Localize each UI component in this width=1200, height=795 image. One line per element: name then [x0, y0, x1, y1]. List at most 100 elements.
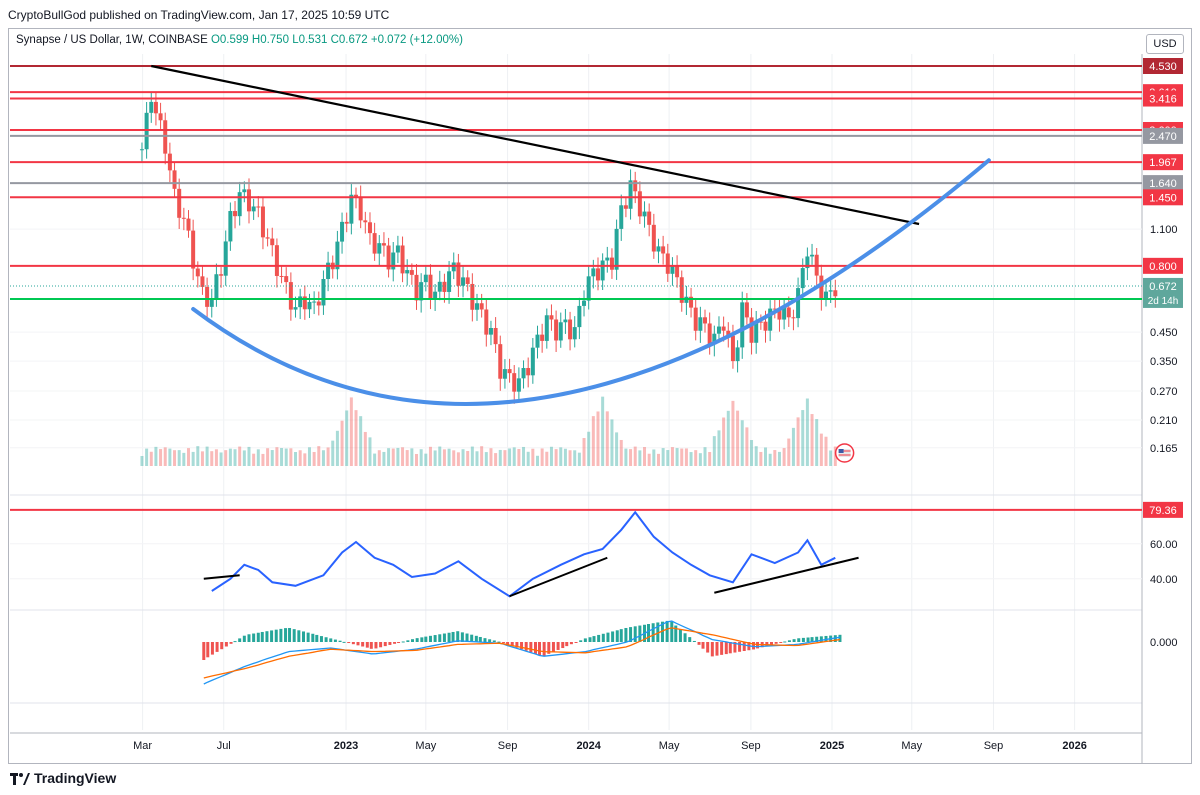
macd-hist-bar — [420, 637, 424, 642]
volume-bar — [717, 430, 721, 466]
candle — [340, 212, 345, 254]
candles — [139, 92, 838, 404]
volume-bar — [387, 448, 391, 466]
candle-body — [312, 301, 317, 303]
macd-hist-bar — [601, 633, 605, 642]
volume-bar — [261, 453, 265, 466]
macd-hist-bar — [397, 642, 401, 643]
macd-hist-bar — [433, 635, 437, 642]
macd-hist-bar — [329, 638, 333, 642]
candle — [554, 310, 559, 352]
volume-bar — [354, 410, 358, 466]
volume-bar — [238, 446, 242, 466]
candle-body — [405, 270, 410, 274]
candle — [288, 272, 293, 321]
volume-bar — [522, 446, 526, 466]
macd-hist-bar — [356, 642, 360, 646]
candle — [768, 300, 773, 342]
x-tick-label: Sep — [984, 740, 1004, 752]
candle-body — [679, 277, 684, 303]
level-label-box — [1143, 90, 1183, 107]
candle — [623, 198, 628, 218]
candle-body — [591, 268, 596, 277]
candle — [251, 198, 256, 220]
volume-bar — [363, 431, 367, 466]
candle-body — [461, 277, 466, 286]
level-label-box — [1143, 175, 1183, 192]
macd-hist-bar — [442, 633, 446, 642]
candle — [670, 257, 675, 286]
volume-bar — [615, 432, 619, 466]
candle — [172, 162, 177, 197]
macd-hist-bar — [615, 630, 619, 642]
candle-body — [246, 189, 251, 212]
candle — [824, 282, 828, 307]
volume-bar — [801, 410, 805, 466]
candle-body — [242, 189, 247, 193]
candle-body — [540, 334, 545, 341]
macd-hist-bar — [756, 642, 760, 649]
volume-bar — [773, 450, 777, 466]
macd-hist-bar — [369, 642, 373, 649]
candle — [191, 219, 196, 281]
macd-hist-bar — [247, 634, 251, 642]
volume-bar — [428, 446, 432, 466]
candle-body — [219, 274, 224, 276]
candle-body — [205, 286, 210, 307]
candle-body — [516, 378, 521, 392]
chart-frame — [8, 28, 1192, 764]
macd-hist-bar — [438, 634, 442, 642]
macd-hist-bar — [338, 640, 342, 642]
candle — [600, 253, 605, 291]
macd-hist-bar — [383, 642, 387, 647]
volume-bar — [289, 448, 293, 466]
candle — [833, 279, 838, 308]
bar-countdown-label: 2d 14h — [1148, 296, 1179, 307]
candle-body — [237, 192, 242, 217]
candle — [586, 266, 591, 310]
candle-body — [586, 276, 591, 301]
macd-hist-bar — [233, 641, 237, 643]
candle — [642, 201, 647, 228]
candle — [246, 178, 251, 224]
macd-hist-bar — [542, 642, 546, 656]
price-tick-label: 0.270 — [1150, 386, 1178, 398]
candle-body — [642, 211, 647, 217]
macd-hist-bar — [583, 638, 587, 642]
candle-body — [712, 333, 717, 345]
volume-bar — [624, 448, 628, 466]
candle — [312, 291, 317, 315]
candle-body — [153, 101, 158, 114]
candle-body — [423, 274, 428, 283]
candle-body — [475, 303, 479, 310]
candle-body — [200, 276, 205, 287]
volume-bar — [638, 450, 642, 466]
volume-bar — [722, 417, 726, 466]
candle-body — [689, 296, 694, 308]
volume-bar — [731, 400, 735, 466]
x-tick-label: 2024 — [576, 740, 601, 752]
macd-hist-bar — [537, 642, 541, 656]
volume-bar — [182, 452, 186, 466]
volume-bar — [233, 449, 237, 466]
currency-button[interactable]: USD — [1146, 34, 1184, 54]
volume-bar — [173, 450, 177, 466]
candle — [372, 222, 377, 261]
volume-bar — [526, 451, 530, 466]
candle-body — [326, 262, 331, 280]
volume-bar — [224, 450, 228, 466]
macd-hist-bar — [465, 633, 469, 642]
low-value: L0.531 — [292, 34, 328, 46]
candle-body — [670, 266, 675, 274]
candle — [479, 293, 484, 318]
candle-body — [810, 254, 815, 257]
macd-hist-bar — [292, 629, 296, 642]
volume-bar — [503, 450, 507, 466]
candle — [582, 290, 587, 317]
level-label: 3.416 — [1149, 94, 1177, 106]
candle — [698, 306, 703, 343]
candle-body — [433, 291, 438, 299]
level-label-box — [1143, 127, 1183, 144]
volume-bar — [540, 448, 544, 466]
